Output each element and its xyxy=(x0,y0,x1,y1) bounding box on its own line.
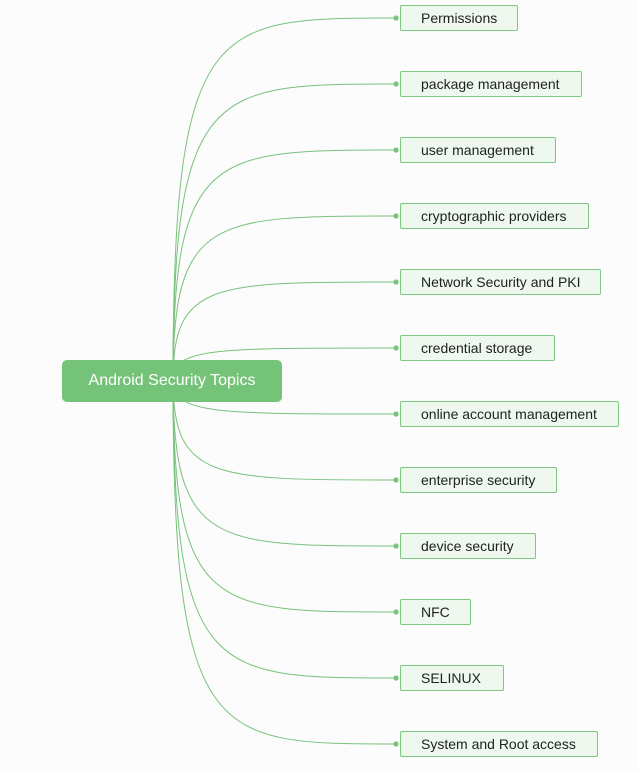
child-node-permissions[interactable]: Permissions xyxy=(400,5,518,31)
child-node-nfc[interactable]: NFC xyxy=(400,599,471,625)
link-endpoint-device-security xyxy=(393,543,399,549)
root-node[interactable]: Android Security Topics xyxy=(62,360,282,402)
link-cryptographic-providers xyxy=(172,215,397,381)
link-system-root-access xyxy=(172,379,397,745)
link-package-management xyxy=(172,83,397,381)
link-endpoint-package-management xyxy=(393,81,399,87)
child-node-cryptographic-providers[interactable]: cryptographic providers xyxy=(400,203,589,229)
child-node-online-account-management[interactable]: online account management xyxy=(400,401,619,427)
link-endpoint-system-root-access xyxy=(393,741,399,747)
link-endpoint-selinux xyxy=(393,675,399,681)
link-endpoint-online-account-management xyxy=(393,411,399,417)
link-endpoint-enterprise-security xyxy=(393,477,399,483)
child-node-enterprise-security[interactable]: enterprise security xyxy=(400,467,557,493)
link-selinux xyxy=(172,379,397,679)
link-endpoint-credential-storage xyxy=(393,345,399,351)
child-node-user-management[interactable]: user management xyxy=(400,137,556,163)
link-endpoint-user-management xyxy=(393,147,399,153)
child-node-package-management[interactable]: package management xyxy=(400,71,582,97)
child-node-selinux[interactable]: SELINUX xyxy=(400,665,504,691)
link-endpoint-permissions xyxy=(393,15,399,21)
link-user-management xyxy=(172,149,397,381)
link-enterprise-security xyxy=(172,379,397,481)
link-network-security-pki xyxy=(172,281,397,381)
link-permissions xyxy=(172,17,397,381)
link-endpoint-cryptographic-providers xyxy=(393,213,399,219)
link-nfc xyxy=(172,379,397,613)
link-endpoint-nfc xyxy=(393,609,399,615)
child-node-device-security[interactable]: device security xyxy=(400,533,536,559)
link-device-security xyxy=(172,379,397,547)
child-node-system-root-access[interactable]: System and Root access xyxy=(400,731,598,757)
link-endpoint-network-security-pki xyxy=(393,279,399,285)
child-node-network-security-pki[interactable]: Network Security and PKI xyxy=(400,269,601,295)
child-node-credential-storage[interactable]: credential storage xyxy=(400,335,555,361)
